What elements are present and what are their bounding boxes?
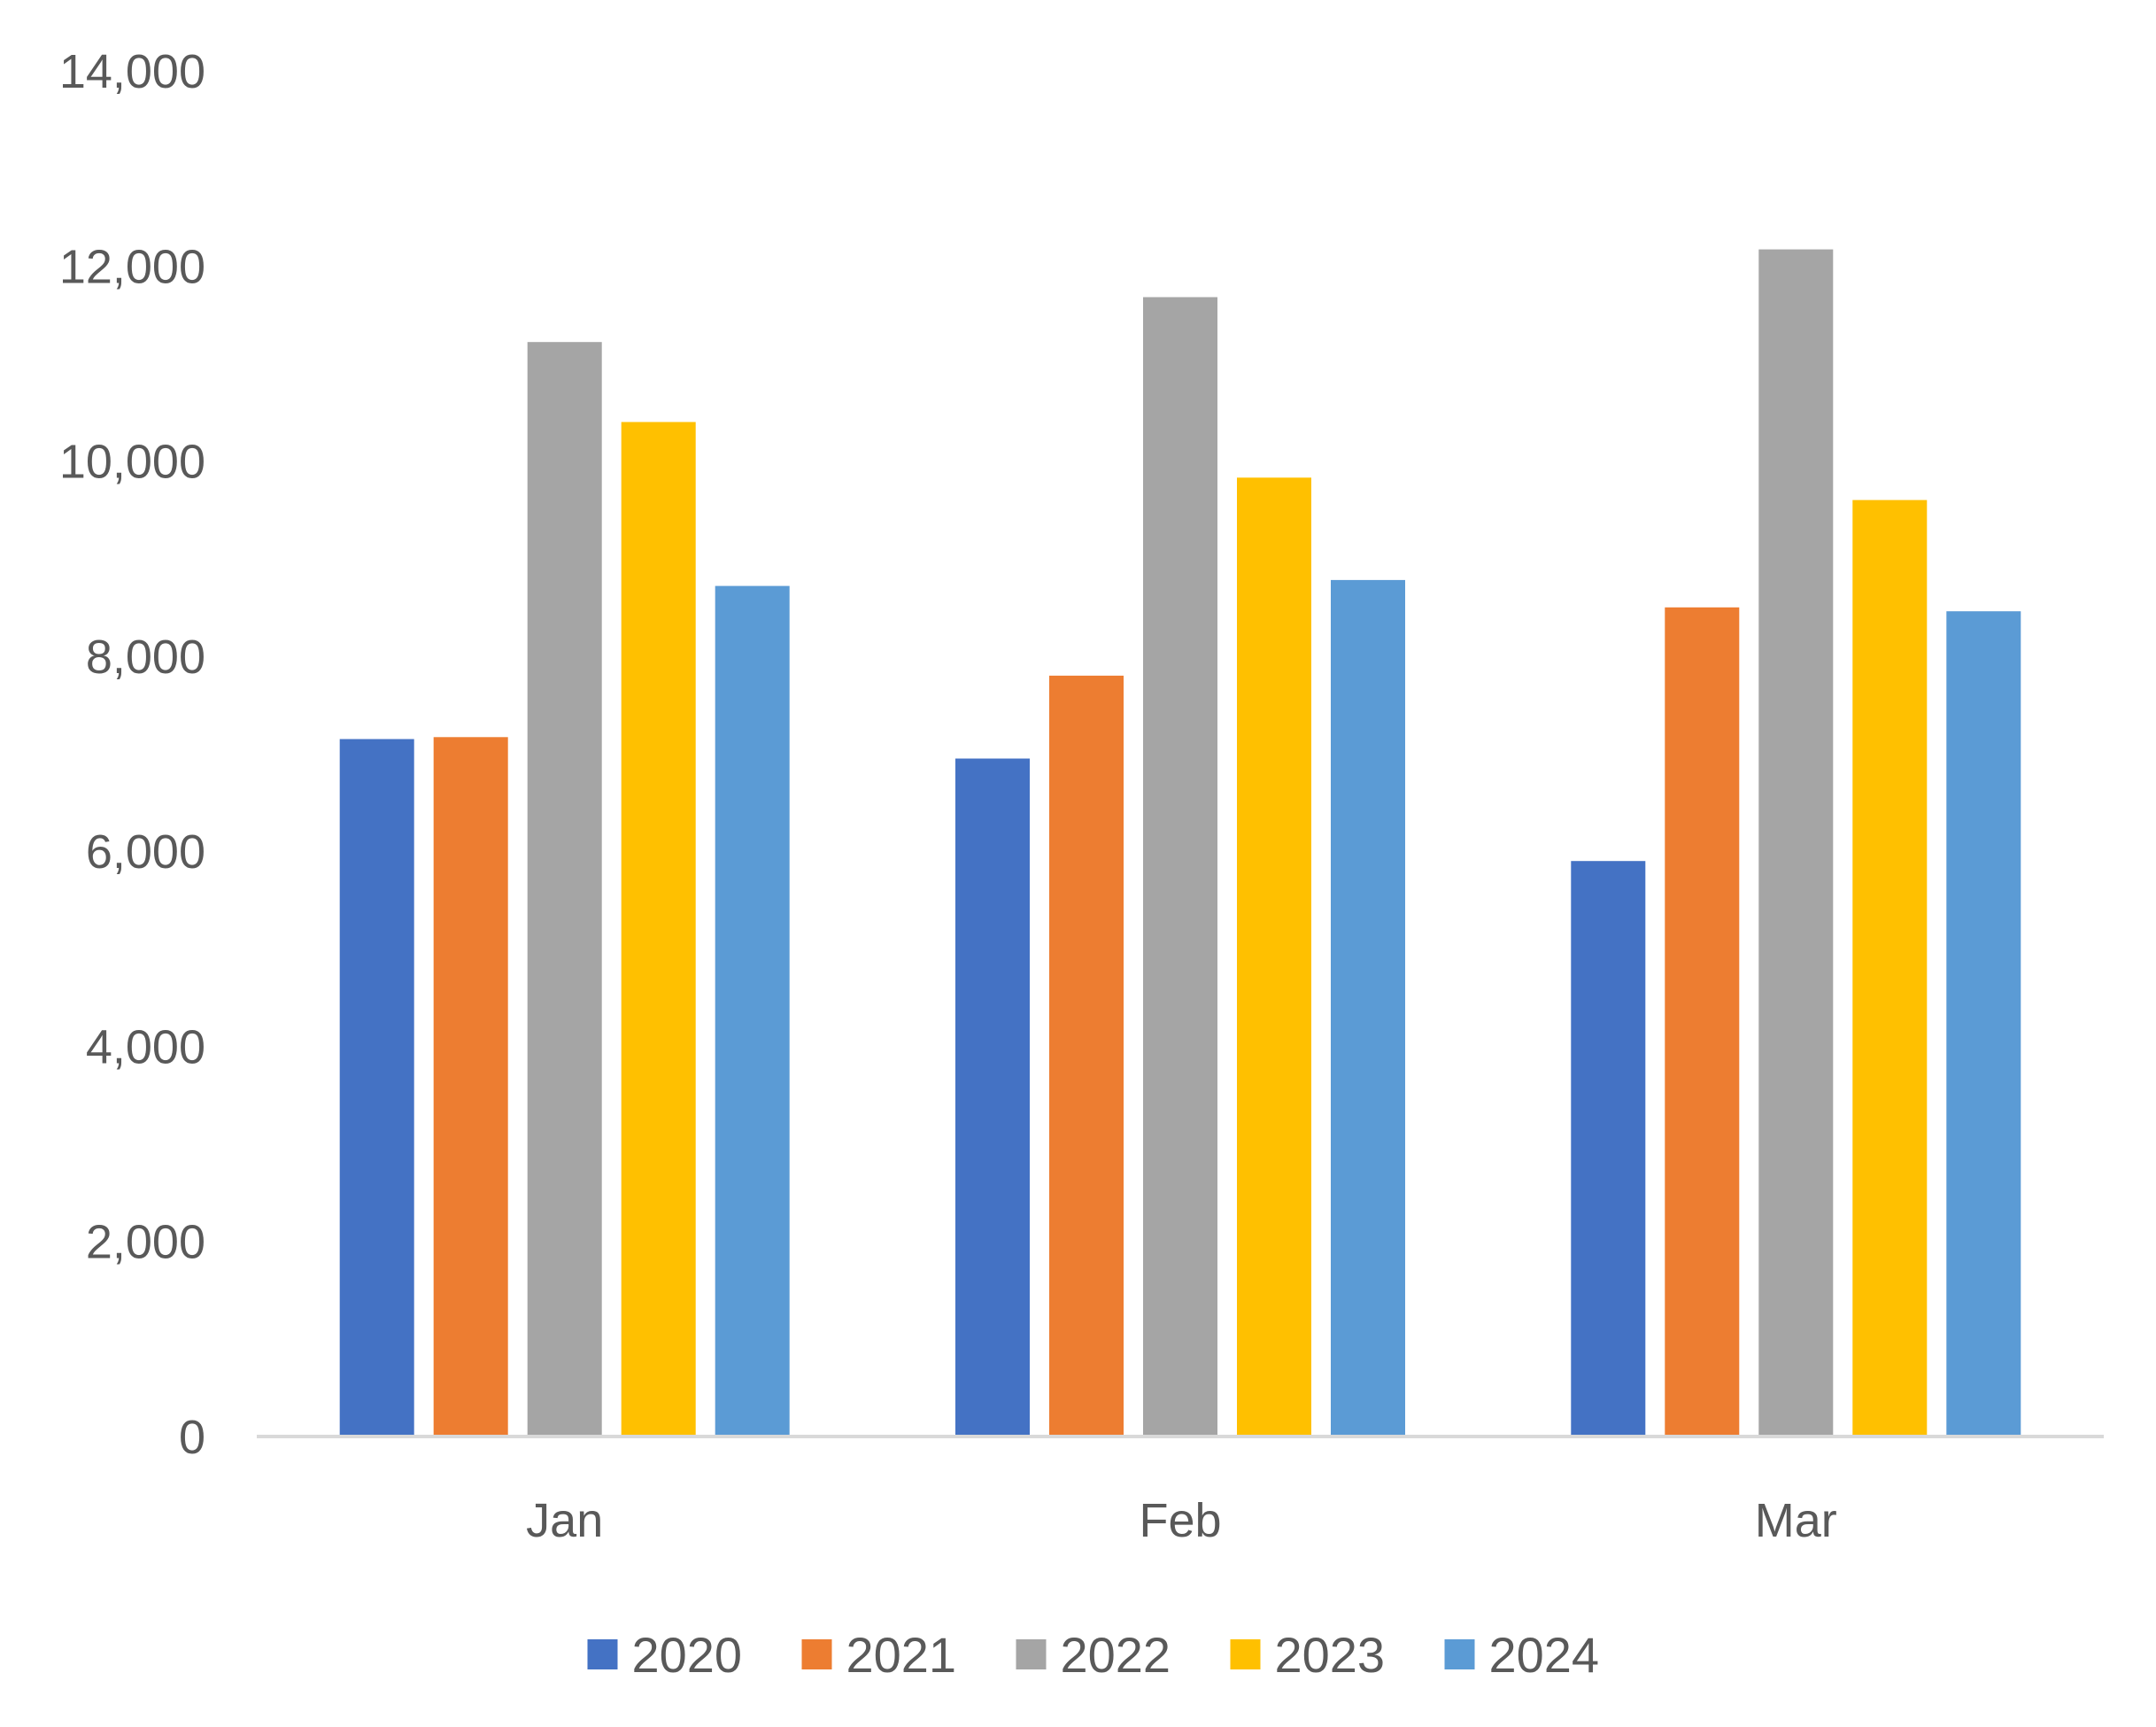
legend-swatch — [1230, 1639, 1261, 1669]
y-tick-label: 0 — [179, 1411, 205, 1464]
legend-swatch — [801, 1639, 832, 1669]
x-axis-category-labels: Jan Feb Mar — [526, 1494, 1837, 1547]
bar-feb-2022 — [1143, 297, 1217, 1437]
legend-item-2023: 2023 — [1230, 1627, 1386, 1683]
bar-jan-2023 — [621, 422, 696, 1437]
bar-mar-2021 — [1665, 607, 1740, 1437]
bar-feb-2023 — [1237, 477, 1311, 1437]
bar-mar-2024 — [1946, 611, 2021, 1437]
legend-swatch — [587, 1639, 618, 1669]
bar-feb-2020 — [955, 758, 1030, 1437]
legend-label: 2023 — [1275, 1627, 1386, 1683]
legend: 2020 2021 2022 2023 2024 — [587, 1627, 1600, 1683]
y-axis-tick-labels: 0 2,000 4,000 6,000 8,000 10,000 12,000 14,000 — [59, 45, 205, 1464]
x-category-label: Feb — [1139, 1494, 1221, 1547]
bar-jan-2024 — [715, 585, 790, 1437]
bars — [339, 249, 2021, 1437]
legend-label: 2021 — [846, 1627, 957, 1683]
legend-item-2021: 2021 — [801, 1627, 957, 1683]
legend-label: 2020 — [632, 1627, 743, 1683]
bar-jan-2022 — [527, 342, 602, 1437]
legend-swatch — [1016, 1639, 1047, 1669]
y-tick-label: 10,000 — [59, 436, 205, 489]
x-category-label: Mar — [1755, 1494, 1837, 1547]
y-tick-label: 6,000 — [86, 825, 205, 879]
legend-label: 2024 — [1489, 1627, 1600, 1683]
legend-item-2020: 2020 — [587, 1627, 743, 1683]
bar-jan-2021 — [433, 737, 508, 1437]
bar-jan-2020 — [339, 739, 414, 1437]
x-category-label: Jan — [526, 1494, 603, 1547]
bar-feb-2024 — [1331, 579, 1405, 1437]
y-tick-label: 8,000 — [86, 631, 205, 684]
bar-mar-2020 — [1571, 861, 1646, 1437]
legend-item-2022: 2022 — [1016, 1627, 1171, 1683]
y-tick-label: 14,000 — [59, 45, 205, 98]
bar-feb-2021 — [1049, 675, 1124, 1437]
legend-swatch — [1444, 1639, 1475, 1669]
y-tick-label: 4,000 — [86, 1020, 205, 1073]
y-tick-label: 2,000 — [86, 1216, 205, 1269]
bar-mar-2023 — [1852, 500, 1928, 1437]
y-tick-label: 12,000 — [59, 240, 205, 293]
bar-mar-2022 — [1758, 249, 1834, 1437]
legend-label: 2022 — [1061, 1627, 1171, 1683]
legend-item-2024: 2024 — [1444, 1627, 1600, 1683]
